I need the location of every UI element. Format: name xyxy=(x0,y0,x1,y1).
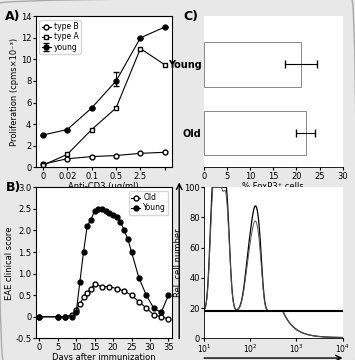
Text: A): A) xyxy=(5,10,21,23)
type B xyxy=(138,151,143,156)
type A xyxy=(89,127,94,132)
Young xyxy=(122,228,126,233)
Old xyxy=(122,289,126,293)
Old xyxy=(63,315,67,319)
X-axis label: Anti-CD3 (μg/ml): Anti-CD3 (μg/ml) xyxy=(69,182,139,191)
Old xyxy=(55,315,60,319)
Old xyxy=(130,293,134,297)
X-axis label: Days after immunization: Days after immunization xyxy=(52,353,155,360)
Young xyxy=(130,250,134,254)
Old xyxy=(85,291,89,295)
Young xyxy=(126,237,130,241)
Young xyxy=(81,250,86,254)
Young xyxy=(166,293,171,297)
Old xyxy=(89,287,93,291)
Young xyxy=(107,211,111,215)
type A xyxy=(41,163,45,167)
Old xyxy=(81,295,86,300)
Young xyxy=(96,207,100,211)
type B xyxy=(114,153,118,158)
Old xyxy=(37,315,41,319)
Old xyxy=(107,284,111,289)
Young xyxy=(115,215,119,220)
Line: Old: Old xyxy=(37,282,171,321)
Old xyxy=(78,302,82,306)
type B xyxy=(65,157,69,161)
Young xyxy=(100,207,104,211)
Old xyxy=(74,308,78,312)
Young xyxy=(78,280,82,284)
Young xyxy=(104,209,108,213)
Old xyxy=(144,306,148,310)
type A xyxy=(163,63,167,67)
type A xyxy=(138,46,143,51)
Old xyxy=(137,300,141,304)
Y-axis label: Proliferation (cpms×10⁻³): Proliferation (cpms×10⁻³) xyxy=(10,38,20,146)
Young xyxy=(37,315,41,319)
Young xyxy=(70,315,75,319)
Text: B): B) xyxy=(5,181,21,194)
Bar xyxy=(204,42,301,87)
Young xyxy=(85,224,89,228)
Line: type A: type A xyxy=(40,46,167,168)
Young xyxy=(92,209,97,213)
Text: C): C) xyxy=(183,10,198,23)
Old xyxy=(100,284,104,289)
Old xyxy=(152,312,156,317)
Young xyxy=(137,276,141,280)
Old xyxy=(166,317,171,321)
Line: Young: Young xyxy=(37,206,171,319)
Old xyxy=(159,315,163,319)
Young xyxy=(118,220,122,224)
Bar xyxy=(204,111,306,156)
type B xyxy=(89,154,94,159)
Young xyxy=(159,310,163,315)
Young xyxy=(63,315,67,319)
Young xyxy=(111,213,115,217)
Line: type B: type B xyxy=(40,150,167,167)
type A xyxy=(114,106,118,110)
Old xyxy=(70,312,75,317)
Young xyxy=(144,293,148,297)
Young xyxy=(55,315,60,319)
Young xyxy=(89,217,93,222)
Y-axis label: EAE clinical score: EAE clinical score xyxy=(5,226,14,300)
Y-axis label: Rel. cell number: Rel. cell number xyxy=(174,229,183,297)
Old xyxy=(115,287,119,291)
type A xyxy=(65,152,69,157)
X-axis label: % FoxP3⁺ cells: % FoxP3⁺ cells xyxy=(242,182,304,191)
Legend: type B, type A, young: type B, type A, young xyxy=(39,20,81,54)
Young xyxy=(74,310,78,315)
type B xyxy=(41,162,45,166)
type B xyxy=(163,150,167,154)
Old xyxy=(92,282,97,287)
Young xyxy=(152,306,156,310)
Legend: Old, Young: Old, Young xyxy=(129,191,168,215)
